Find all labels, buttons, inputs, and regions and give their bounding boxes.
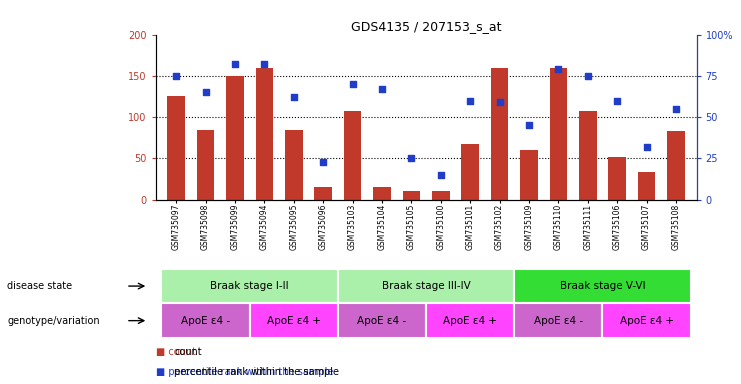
Bar [373,187,391,200]
Text: genotype/variation: genotype/variation [7,316,100,326]
Bar [256,68,273,200]
Point [229,61,241,67]
Text: ApoE ε4 -: ApoE ε4 - [357,316,407,326]
Point [288,94,299,100]
Text: count: count [174,347,202,357]
Bar [162,269,338,303]
Bar [550,68,567,200]
Bar [514,303,602,338]
Text: ■ percentile rank within the sample: ■ percentile rank within the sample [156,367,333,377]
Text: ApoE ε4 -: ApoE ε4 - [181,316,230,326]
Bar [314,187,332,200]
Bar [344,111,362,200]
Bar [338,303,426,338]
Point [347,81,359,87]
Point [641,144,653,150]
Point [199,89,211,96]
Bar [579,111,597,200]
Bar [491,68,508,200]
Title: GDS4135 / 207153_s_at: GDS4135 / 207153_s_at [350,20,502,33]
Text: percentile rank within the sample: percentile rank within the sample [174,367,339,377]
Point [170,73,182,79]
Text: disease state: disease state [7,281,73,291]
Point [317,159,329,165]
Point [582,73,594,79]
Point [553,66,565,72]
Bar [608,157,626,200]
Bar [514,269,691,303]
Bar [338,269,514,303]
Text: ApoE ε4 -: ApoE ε4 - [534,316,583,326]
Point [670,106,682,112]
Text: Braak stage V-VI: Braak stage V-VI [559,281,645,291]
Bar [638,172,655,200]
Bar [226,76,244,200]
Bar [520,150,538,200]
Bar [667,131,685,200]
Text: Braak stage III-IV: Braak stage III-IV [382,281,471,291]
Bar [197,129,214,200]
Point [405,156,417,162]
Point [376,86,388,92]
Point [465,98,476,104]
Point [494,99,505,105]
Bar [162,303,250,338]
Text: ApoE ε4 +: ApoE ε4 + [443,316,497,326]
Text: Braak stage I-II: Braak stage I-II [210,281,289,291]
Point [611,98,623,104]
Text: ■ count: ■ count [156,347,196,357]
Bar [462,144,479,200]
Bar [432,192,450,200]
Bar [602,303,691,338]
Point [523,122,535,129]
Bar [250,303,338,338]
Point [259,61,270,67]
Bar [167,96,185,200]
Text: ApoE ε4 +: ApoE ε4 + [267,316,321,326]
Bar [402,192,420,200]
Bar [426,303,514,338]
Point [435,172,447,178]
Text: ApoE ε4 +: ApoE ε4 + [619,316,674,326]
Bar [285,129,302,200]
